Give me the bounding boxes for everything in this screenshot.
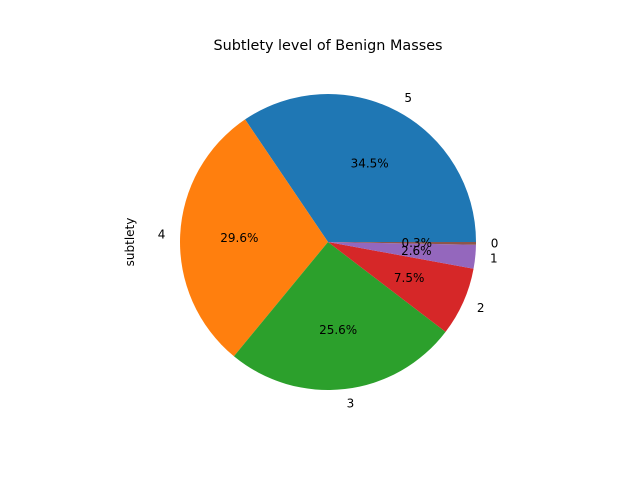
slice-percent-5: 34.5% [351,157,389,171]
slice-percent-2: 7.5% [394,271,425,285]
chart-title: Subtlety level of Benign Masses [213,38,442,54]
pie-slice-3 [233,242,446,390]
slice-percent-4: 29.6% [220,231,258,245]
y-axis-label: subtlety [123,218,137,267]
slice-label-1: 1 [490,251,498,265]
slice-percent-1: 2.6% [401,244,432,258]
slice-label-4: 4 [158,227,166,241]
slice-labels: 5 4 3 2 10 [158,91,499,411]
slice-label-2: 2 [477,301,485,315]
slice-label-0: 0 [491,237,499,251]
pie-slice-2 [328,242,474,332]
slice-percent-3: 25.6% [319,323,357,337]
pie-slice-0 [328,242,476,245]
pie-slice-1 [328,242,476,269]
slice-percent-0: 0.3% [402,236,433,250]
pie-slice-5 [245,94,477,242]
slice-percent-labels: 34.5% 29.6% 25.6% 7.5% 2.6%0.3% [220,157,432,338]
pie-slices [179,94,477,390]
slice-label-5: 5 [404,91,412,105]
pie-slice-4 [179,119,328,357]
slice-label-3: 3 [347,397,355,411]
